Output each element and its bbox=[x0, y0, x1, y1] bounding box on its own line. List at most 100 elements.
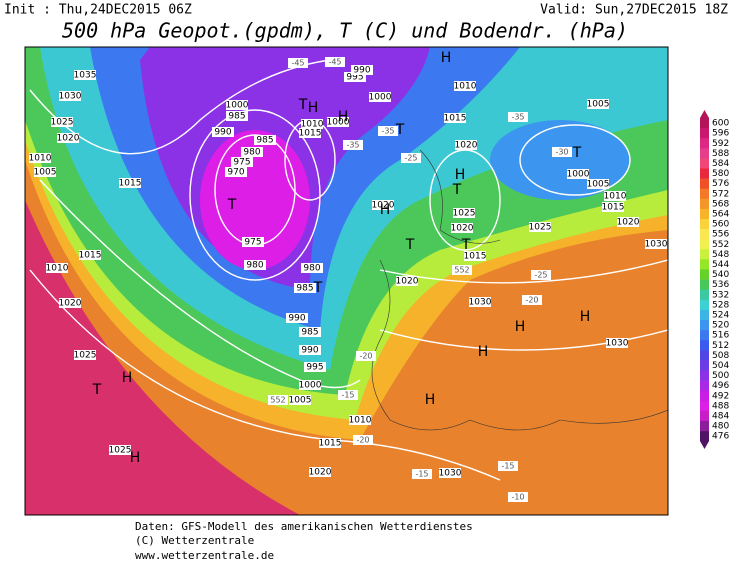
isobar-label-bg bbox=[299, 345, 321, 355]
colorbar-swatch bbox=[700, 289, 709, 301]
colorbar-label: 572 bbox=[712, 189, 729, 199]
isobar-label: 1000 bbox=[226, 101, 249, 111]
isobar-label: 990 bbox=[301, 346, 318, 356]
colorbar-swatch bbox=[700, 269, 709, 280]
colorbar-swatch bbox=[700, 168, 709, 179]
colorbar-label: 500 bbox=[712, 371, 729, 381]
colorbar-swatch bbox=[700, 198, 709, 210]
isobar-label: 1030 bbox=[469, 298, 492, 308]
isobar-label-bg bbox=[454, 81, 476, 91]
footer-url: www.wetterzentrale.de bbox=[135, 549, 274, 562]
isobar-label: 985 bbox=[256, 136, 273, 146]
isobar-label-bg bbox=[29, 153, 51, 163]
colorbar-swatch bbox=[700, 259, 709, 270]
isobar-label: 1020 bbox=[59, 299, 82, 309]
isobar-label-bg bbox=[351, 65, 373, 75]
isobar-label-bg bbox=[212, 127, 234, 137]
colorbar-label: 520 bbox=[712, 321, 729, 331]
isobar-label: 1020 bbox=[451, 224, 474, 234]
colorbar-swatch bbox=[700, 128, 709, 139]
isobar-label-bg bbox=[453, 208, 475, 218]
temp-label: -35 bbox=[346, 141, 359, 150]
colorbar-label: 532 bbox=[712, 290, 729, 300]
isobar-label: 1030 bbox=[645, 240, 668, 250]
isobar-label-bg bbox=[349, 415, 371, 425]
isobar-label: 1015 bbox=[299, 129, 322, 139]
isobar-label: 1010 bbox=[301, 120, 324, 130]
coastlines bbox=[371, 149, 668, 431]
colorbar-swatch bbox=[700, 148, 709, 159]
pressure-center: H bbox=[515, 319, 526, 335]
isobar-label-bg bbox=[587, 179, 609, 189]
colorbar-swatch bbox=[700, 320, 709, 331]
temp-label: -35 bbox=[511, 113, 524, 122]
temp-label-bg bbox=[531, 270, 551, 280]
temp-label: 552 bbox=[454, 266, 469, 275]
isobar-label-bg bbox=[225, 167, 247, 177]
isobar-label-bg bbox=[299, 380, 321, 390]
colorbar-swatch bbox=[700, 299, 709, 311]
colorbar-swatch bbox=[700, 330, 709, 341]
colorbar-label: 564 bbox=[712, 209, 729, 219]
colorbar-label: 580 bbox=[712, 169, 729, 179]
isobar-label: 1005 bbox=[587, 100, 610, 110]
temp-label: -15 bbox=[341, 391, 354, 400]
colorbar-swatch bbox=[700, 118, 709, 129]
colorbar-label: 508 bbox=[712, 351, 729, 361]
isobar-label-bg bbox=[46, 263, 68, 273]
pressure-center: T bbox=[405, 237, 415, 253]
colorbar-label: 584 bbox=[712, 159, 729, 169]
isobar-label-bg bbox=[59, 91, 81, 101]
colorbar-label: 596 bbox=[712, 129, 729, 139]
colorbar-swatch bbox=[700, 410, 709, 422]
isobar-label: 1030 bbox=[59, 92, 82, 102]
isobar-label: 985 bbox=[228, 112, 245, 122]
temp-label-bg bbox=[552, 147, 572, 157]
isobar-label-bg bbox=[469, 297, 491, 307]
temp-label-bg bbox=[378, 126, 398, 136]
isobar-label-bg bbox=[226, 111, 248, 121]
pressure-center: H bbox=[338, 109, 349, 125]
colorbar-label: 492 bbox=[712, 391, 729, 401]
isobar-label: 1000 bbox=[299, 381, 322, 391]
isobar-label-bg bbox=[567, 169, 589, 179]
temp-label-bg bbox=[508, 492, 528, 502]
isobar-label-bg bbox=[74, 350, 96, 360]
isobar-label: 1025 bbox=[51, 118, 74, 128]
pressure-center: H bbox=[380, 202, 391, 218]
isobar-label: 1005 bbox=[34, 168, 57, 178]
isobar-label-bg bbox=[242, 237, 264, 247]
isobar-label: 1015 bbox=[79, 251, 102, 261]
isobar-label: 1030 bbox=[606, 339, 629, 349]
colorbar-label: 528 bbox=[712, 300, 729, 310]
colorbar-swatch bbox=[700, 340, 709, 351]
isobar-label: 1025 bbox=[109, 446, 132, 456]
isobar-label-bg bbox=[617, 217, 639, 227]
colorbar-label: 560 bbox=[712, 220, 729, 230]
field-core bbox=[200, 130, 310, 270]
isobar-label: 1005 bbox=[587, 180, 610, 190]
colorbar-swatch bbox=[700, 138, 709, 149]
pressure-center: T bbox=[461, 237, 471, 253]
isobar-label-bg bbox=[289, 395, 311, 405]
colorbar-label: 480 bbox=[712, 422, 729, 432]
temp-label: -25 bbox=[404, 154, 417, 163]
isobar-label: 970 bbox=[227, 168, 244, 178]
temp-label-bg bbox=[452, 265, 472, 275]
colorbar-swatch bbox=[700, 208, 709, 220]
isobar-label: 980 bbox=[246, 261, 263, 271]
pressure-center: T bbox=[313, 280, 323, 296]
isobar-label: 990 bbox=[288, 314, 305, 324]
colorbar-label: 552 bbox=[712, 240, 729, 250]
colorbar-swatch bbox=[700, 360, 709, 371]
isobar-label-bg bbox=[606, 338, 628, 348]
isobar-label: 1020 bbox=[455, 141, 478, 151]
temp-label: -45 bbox=[328, 58, 341, 67]
temp-label-bg bbox=[522, 295, 542, 305]
isobar-label: 1035 bbox=[74, 71, 97, 81]
pressure-center: T bbox=[298, 97, 308, 113]
colorbar-label: 592 bbox=[712, 139, 729, 149]
pressure-center: H bbox=[441, 50, 452, 66]
isobar-label-bg bbox=[51, 117, 73, 127]
